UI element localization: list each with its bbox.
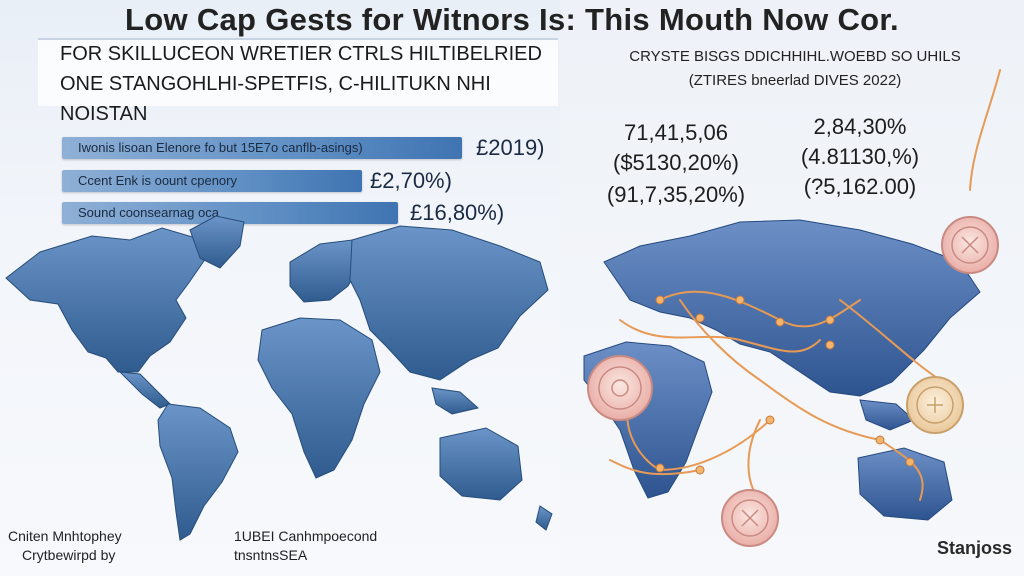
southeast-asia-shape [431,387,480,415]
eurasia-shape [603,219,981,397]
left-header-box [38,38,558,106]
stats-right-3: (?5,162.00) [803,174,917,199]
left-header-line-2: ONE STANGOHLHI-SPETFIS, C-HILITUKN NHI [60,73,491,95]
australia-shape [439,427,523,501]
bar-3-value: £16,80%) [410,200,505,225]
brand-logo-text: Stanjoss [936,538,1012,558]
footer-mid-line-1: 1UBEI Canhmpoecond [234,528,378,544]
coin-icon-bottom [721,489,779,547]
left-header-line-3: NOISTAN [60,103,148,125]
bar-3-label: Sound coonsearnag oca [78,205,219,220]
footer-mid-line-2: tnsntnsSEA [234,547,308,563]
bar-1-label: Iwonis lisoan Elenore fo but 15E7o canfl… [78,140,363,155]
stats-left-3: (91,7,35,20%) [606,182,746,207]
bar-2-value: £2,70%) [370,168,452,193]
coin-icon-right [906,376,964,434]
page-title: Low Cap Gests for Witnors Is: This Mouth… [125,2,899,37]
stats-left-2: ($5130,20%) [613,150,739,175]
coin-icon-left [587,355,653,421]
left-header-line-1: FOR SKILLUCEON WRETIER CTRLS HILTIBELRIE… [60,43,542,65]
south-america-shape [157,403,239,541]
north-america-shape [5,227,207,373]
right-header-line-2: (ZTIRES bneerlad DIVES 2022) [688,72,902,89]
stats-right-1: 2,84,30% [813,114,907,139]
africa-shape [257,317,381,479]
bar-1-value: £2019) [476,135,545,160]
bar-2-label: Ccent Enk is oount cpenory [78,173,237,188]
bar-3 [62,202,398,224]
coin-icon-top-right [941,216,999,274]
new-zealand-shape [535,505,553,531]
southeast-asia-right-shape [859,399,915,431]
europe-shape [289,239,363,303]
stats-right-2: (4.81130,%) [800,144,920,169]
bar-1 [62,137,462,159]
route-nodes [635,295,915,475]
australia-right-shape [857,447,953,521]
asia-shape [349,225,549,381]
greenland-shape [189,215,245,269]
footer-left-line-1: Cniten Mnhtophey [8,528,122,544]
right-header-line-1: CRYSTE BISGS DDICHHIHL.WOEBD SO UHILS [629,48,961,65]
footer-left-line-2: Crytbewirpd by [22,547,116,563]
stats-left-1: 71,41,5,06 [624,120,728,145]
bar-2 [62,170,362,192]
